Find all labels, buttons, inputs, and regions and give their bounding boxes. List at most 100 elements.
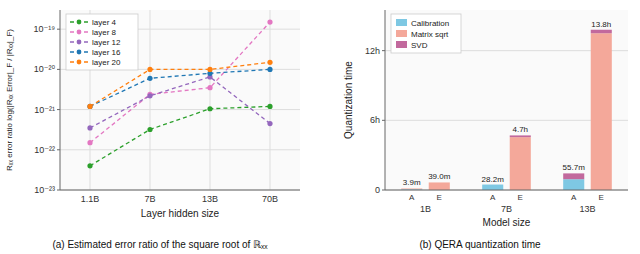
caption: (b) QERA quantization time [419, 239, 541, 250]
annotation: 55.7m [563, 163, 586, 172]
series-marker [267, 104, 272, 109]
legend-marker [77, 50, 82, 55]
bar-segment [563, 179, 584, 190]
bar-segment [401, 188, 422, 190]
legend-swatch [396, 41, 407, 48]
x-axis-line [60, 190, 300, 191]
grid-line [60, 109, 300, 110]
bar-segment [429, 182, 450, 190]
series-marker [267, 121, 272, 126]
series-line [90, 22, 270, 143]
series-marker [147, 67, 152, 72]
x-axis-label: Model size [483, 217, 531, 228]
grid-line [385, 190, 628, 191]
right-chart: 06h12h3.9m39.0m28.2m4.7h55.7m13.8hAEAEAE… [343, 10, 628, 250]
legend-label: Calibration [411, 19, 449, 28]
series-marker [267, 60, 272, 65]
legend-marker [77, 30, 82, 35]
bar-segment [563, 173, 584, 179]
legend-label: layer 20 [92, 58, 121, 67]
plot-background [60, 10, 300, 190]
legend-label: SVD [411, 41, 428, 50]
legend: Calibration Matrix sqrt SVD [391, 14, 461, 53]
y-axis-line [385, 10, 386, 190]
caption: (a) Estimated error ratio of the square … [52, 239, 268, 250]
legend-label: layer 8 [92, 28, 117, 37]
legend-marker [77, 40, 82, 45]
series-marker [87, 163, 92, 168]
series-marker [267, 67, 272, 72]
legend-marker [77, 20, 82, 25]
y-tick-label: 12h [365, 46, 380, 56]
data-group [87, 20, 272, 169]
y-tick-label: 10⁻²³ [34, 185, 55, 195]
legend-box [391, 14, 461, 53]
bar-segment [482, 184, 503, 185]
bar-segment [591, 33, 612, 190]
bar-segment [591, 30, 612, 33]
legend-box [66, 14, 138, 70]
legend-swatch [396, 30, 407, 37]
legend-label: layer 16 [92, 48, 121, 57]
x-tick-label: E [518, 193, 523, 202]
y-axis-line [60, 10, 61, 190]
series-marker [267, 20, 272, 25]
y-tick-label: 10⁻²⁰ [34, 64, 56, 74]
annotation: 28.2m [482, 175, 505, 184]
series-line [90, 106, 270, 165]
x-tick-label: 70B [262, 194, 278, 204]
x-tick-label: E [437, 193, 442, 202]
series-marker [87, 104, 92, 109]
x-tick-label: 7B [144, 194, 155, 204]
legend-label: layer 4 [92, 18, 117, 27]
y-tick-label: 10⁻²² [34, 145, 55, 155]
data-group [401, 30, 612, 190]
y-tick-label: 6h [370, 115, 380, 125]
series-marker [147, 76, 152, 81]
series-marker [207, 67, 212, 72]
series-marker [87, 140, 92, 145]
series-marker [147, 127, 152, 132]
series-marker [147, 93, 152, 98]
legend: layer 4layer 8layer 12layer 16layer 20 [66, 14, 138, 70]
group-label: 7B [501, 204, 512, 214]
y-tick-label: 0 [375, 185, 380, 195]
legend-label: layer 12 [92, 38, 121, 47]
x-tick-label: 1.1B [81, 194, 100, 204]
bar-segment [510, 135, 531, 137]
grid-line [270, 10, 271, 190]
bar-segment [510, 137, 531, 190]
y-axis-label: Rₓₓ error ratio log(|Rₓₓ Error|_F / |Rₓₓ… [5, 29, 14, 171]
x-tick-label: A [490, 193, 496, 202]
x-axis-label: Layer hidden size [141, 208, 220, 219]
bar-segment [401, 188, 422, 189]
y-axis-label: Quantization time [343, 61, 354, 139]
x-axis-line [385, 190, 628, 191]
legend-swatch [396, 19, 407, 26]
series-line [90, 69, 270, 106]
legend-label: Matrix sqrt [411, 30, 449, 39]
group-label: 13B [579, 204, 595, 214]
bar-segment [482, 185, 503, 190]
x-tick-label: A [571, 193, 577, 202]
series-marker [207, 85, 212, 90]
bar-segment [429, 182, 450, 183]
legend-marker [77, 60, 82, 65]
grid-line [210, 10, 211, 190]
x-tick-label: A [409, 193, 415, 202]
y-tick-label: 10⁻²¹ [34, 105, 55, 115]
series-marker [207, 106, 212, 111]
group-label: 1B [420, 204, 431, 214]
series-marker [87, 104, 92, 109]
series-marker [87, 125, 92, 130]
x-tick-label: E [599, 193, 604, 202]
figure: 10⁻²³ 10⁻²² 10⁻²¹ 10⁻²⁰ 10⁻¹⁹ 1.1B 7B 13B 70B lay… [0, 0, 640, 254]
bar-segment [482, 184, 503, 185]
y-tick-label: 10⁻¹⁹ [33, 24, 55, 34]
plot-background [385, 10, 628, 190]
annotation: 3.9m [403, 178, 421, 187]
annotation: 4.7h [512, 125, 528, 134]
grid-line [60, 190, 300, 191]
annotation: 39.0m [428, 172, 451, 181]
grid-line [150, 10, 151, 190]
